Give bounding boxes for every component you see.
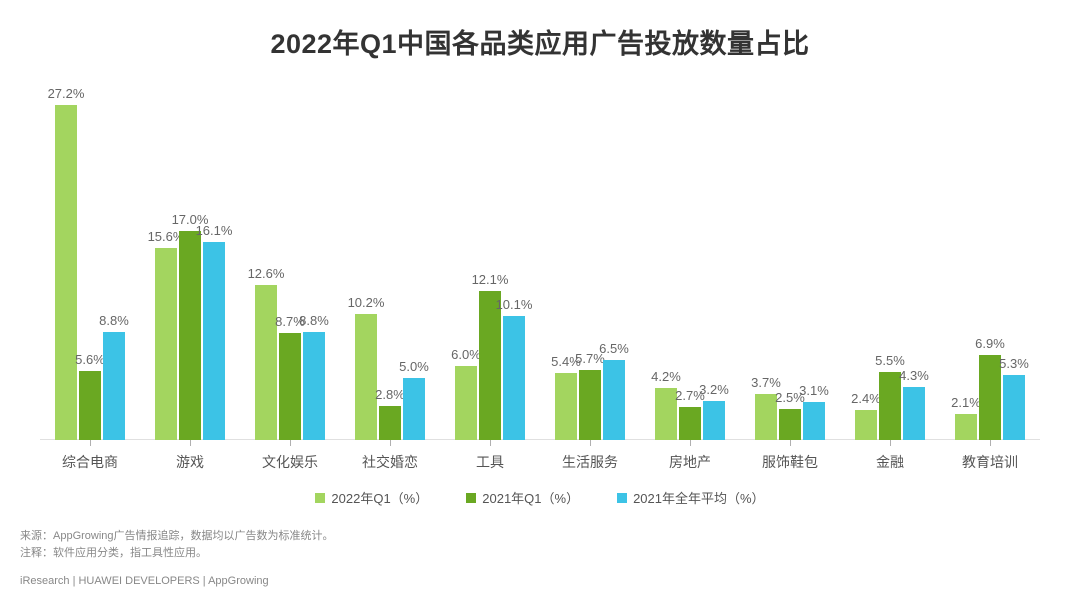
footnote-source: 来源：AppGrowing广告情报追踪，数据均以广告数为标准统计。 bbox=[20, 528, 334, 545]
bar bbox=[379, 406, 401, 441]
x-label: 综合电商 bbox=[62, 452, 118, 472]
x-tick bbox=[90, 440, 91, 446]
footnote-note: 注释：软件应用分类，指工具性应用。 bbox=[20, 545, 334, 562]
bar bbox=[55, 105, 77, 440]
x-tick bbox=[790, 440, 791, 446]
bar bbox=[479, 291, 501, 440]
bar-value-label: 6.5% bbox=[584, 341, 644, 356]
bar bbox=[203, 242, 225, 440]
bar bbox=[679, 407, 701, 440]
x-tick bbox=[390, 440, 391, 446]
legend-item-0: 2022年Q1（%） bbox=[315, 488, 428, 507]
bar-value-label: 6.9% bbox=[960, 336, 1020, 351]
legend-item-2: 2021年全年平均（%） bbox=[617, 488, 764, 507]
bar bbox=[555, 373, 577, 440]
bar-value-label: 10.2% bbox=[336, 295, 396, 310]
footnotes: 来源：AppGrowing广告情报追踪，数据均以广告数为标准统计。 注释：软件应… bbox=[20, 528, 334, 561]
bar-value-label: 8.8% bbox=[84, 313, 144, 328]
bar bbox=[303, 332, 325, 440]
x-tick bbox=[690, 440, 691, 446]
legend-label-2: 2021年全年平均（%） bbox=[633, 488, 764, 507]
x-tick bbox=[290, 440, 291, 446]
plot-area: 27.2%5.6%8.8%15.6%17.0%16.1%12.6%8.7%8.8… bbox=[40, 95, 1040, 440]
bar-value-label: 5.5% bbox=[860, 353, 920, 368]
bar bbox=[503, 316, 525, 440]
x-label: 房地产 bbox=[669, 452, 711, 472]
bar bbox=[855, 410, 877, 440]
x-tick bbox=[590, 440, 591, 446]
bar-value-label: 3.1% bbox=[784, 383, 844, 398]
x-axis: 综合电商 游戏 文化娱乐 社交婚恋 工具 生活服务 房地产 服饰鞋包 金融 教育培训 bbox=[40, 440, 1040, 485]
x-tick bbox=[990, 440, 991, 446]
legend-swatch-2 bbox=[617, 493, 627, 503]
x-label: 服饰鞋包 bbox=[762, 452, 818, 472]
bar bbox=[579, 370, 601, 440]
x-tick bbox=[490, 440, 491, 446]
x-label: 教育培训 bbox=[962, 452, 1018, 472]
bar bbox=[603, 360, 625, 440]
bar-value-label: 5.0% bbox=[384, 359, 444, 374]
legend-swatch-1 bbox=[466, 493, 476, 503]
bar-value-label: 3.2% bbox=[684, 382, 744, 397]
bar bbox=[703, 401, 725, 440]
x-label: 金融 bbox=[876, 452, 904, 472]
legend: 2022年Q1（%） 2021年Q1（%） 2021年全年平均（%） bbox=[0, 488, 1080, 507]
bar-value-label: 5.3% bbox=[984, 356, 1044, 371]
x-tick bbox=[890, 440, 891, 446]
bar bbox=[1003, 375, 1025, 440]
bar-value-label: 12.1% bbox=[460, 272, 520, 287]
legend-label-0: 2022年Q1（%） bbox=[331, 488, 428, 507]
bar bbox=[903, 387, 925, 440]
bar-value-label: 4.3% bbox=[884, 368, 944, 383]
bar-value-label: 27.2% bbox=[36, 86, 96, 101]
bar bbox=[255, 285, 277, 440]
bar bbox=[779, 409, 801, 440]
credits: iResearch | HUAWEI DEVELOPERS | AppGrowi… bbox=[20, 575, 269, 587]
bar bbox=[155, 248, 177, 440]
bar-value-label: 8.8% bbox=[284, 313, 344, 328]
bar bbox=[355, 314, 377, 440]
bar-value-label: 10.1% bbox=[484, 297, 544, 312]
legend-swatch-0 bbox=[315, 493, 325, 503]
bar bbox=[803, 402, 825, 440]
x-tick bbox=[190, 440, 191, 446]
bar bbox=[455, 366, 477, 440]
bar-value-label: 12.6% bbox=[236, 266, 296, 281]
bar-value-label: 16.1% bbox=[184, 223, 244, 238]
bar bbox=[103, 332, 125, 440]
bar bbox=[955, 414, 977, 440]
x-label: 文化娱乐 bbox=[262, 452, 318, 472]
x-label: 游戏 bbox=[176, 452, 204, 472]
x-label: 工具 bbox=[476, 452, 504, 472]
x-label: 社交婚恋 bbox=[362, 452, 418, 472]
chart-title: 2022年Q1中国各品类应用广告投放数量占比 bbox=[0, 0, 1080, 61]
bar bbox=[79, 371, 101, 440]
bar bbox=[179, 231, 201, 440]
bar bbox=[279, 333, 301, 440]
legend-item-1: 2021年Q1（%） bbox=[466, 488, 579, 507]
bar bbox=[403, 378, 425, 440]
legend-label-1: 2021年Q1（%） bbox=[482, 488, 579, 507]
x-label: 生活服务 bbox=[562, 452, 618, 472]
